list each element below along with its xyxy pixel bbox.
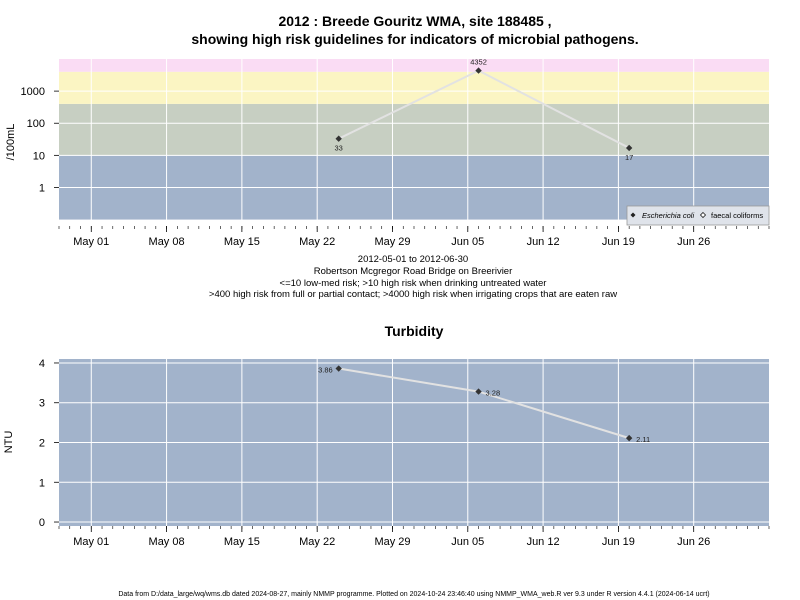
- bottom-y-tick-label-0: 0: [39, 517, 45, 529]
- top-x-tick-label-5: Jun 05: [451, 236, 484, 248]
- turbidity-data-label-1: 3.28: [486, 389, 501, 398]
- bottom-x-tick-label-1: May 08: [149, 536, 185, 548]
- bottom-x-tick-label-4: May 29: [374, 536, 410, 548]
- chart-title-line2: showing high risk guidelines for indicat…: [191, 31, 638, 47]
- turbidity-point-1: [475, 388, 482, 395]
- bottom-y-axis-label: NTU: [3, 431, 15, 454]
- ecoli-point-1: [475, 67, 482, 74]
- bottom-x-tick-label-5: Jun 05: [451, 536, 484, 548]
- turbidity-data-label-2: 2.11: [636, 435, 650, 444]
- top-grid: [59, 59, 769, 226]
- bottom-y-tick-label-3: 3: [39, 398, 45, 410]
- legend: Escherichia coli faecal coliforms: [626, 205, 770, 226]
- turbidity-point-2: [625, 434, 633, 442]
- ecoli-data-label-2: 17: [625, 153, 633, 162]
- bottom-y-tick-label-4: 4: [39, 358, 45, 370]
- bottom-axes: 0 1 2 3 4 May 01 May 08 May 15 May 22 May 29 Jun 0…: [39, 358, 770, 548]
- top-x-tick-label-4: May 29: [374, 236, 410, 248]
- top-y-tick-label-2: 100: [27, 118, 45, 130]
- chart-title-line1: 2012 : Breede Gouritz WMA, site 188485 ,: [278, 13, 551, 29]
- bottom-y-tick-label-1: 1: [39, 477, 45, 489]
- top-axes: 1 10 100 1000 May 01 May 08 May 15 May 22 May 29…: [21, 86, 770, 248]
- top-x-tick-label-6: Jun 12: [527, 236, 560, 248]
- top-x-tick-label-3: May 22: [299, 236, 335, 248]
- legend-marker-ecoli: [630, 212, 636, 218]
- legend-box: [626, 205, 770, 226]
- bottom-x-tick-label-7: Jun 19: [602, 536, 635, 548]
- bottom-grid: [59, 359, 769, 526]
- top-x-tick-label-2: May 15: [224, 236, 260, 248]
- risk-bands: [59, 59, 769, 220]
- ecoli-data-label-1: 4352: [470, 58, 487, 67]
- caption-date-range: 2012-05-01 to 2012-06-30: [358, 254, 468, 265]
- ecoli-point-2: [625, 144, 633, 152]
- risk-band-3: [59, 59, 769, 72]
- bottom-series: 3.86 3.28 2.11: [318, 365, 650, 444]
- turbidity-title: Turbidity: [385, 323, 444, 339]
- caption-risk-drinking: <=10 low-med risk; >10 high risk when dr…: [280, 278, 547, 289]
- ecoli-point-0: [335, 135, 342, 142]
- caption-site: Robertson Mcgregor Road Bridge on Breeri…: [314, 266, 513, 277]
- top-y-tick-label-3: 1000: [21, 86, 45, 98]
- bottom-x-tick-label-8: Jun 26: [677, 536, 710, 548]
- bottom-x-tick-label-3: May 22: [299, 536, 335, 548]
- top-y-tick-label-0: 1: [39, 182, 45, 194]
- bottom-x-tick-label-6: Jun 12: [527, 536, 560, 548]
- top-y-tick-label-1: 10: [33, 150, 45, 162]
- bottom-x-tick-label-2: May 15: [224, 536, 260, 548]
- top-series: 33 4352 17: [335, 58, 634, 162]
- top-x-tick-label-1: May 08: [149, 236, 185, 248]
- legend-marker-faecal: [699, 211, 707, 219]
- legend-item-ecoli: Escherichia coli: [642, 211, 694, 220]
- top-x-tick-label-7: Jun 19: [602, 236, 635, 248]
- bottom-x-tick-label-0: May 01: [73, 536, 109, 548]
- risk-band-2: [59, 71, 769, 104]
- footer-note: Data from D:/data_large/wq/wms.db dated …: [118, 591, 709, 598]
- risk-band-1: [59, 103, 769, 156]
- legend-item-faecal-coliforms: faecal coliforms: [711, 211, 763, 220]
- caption-risk-contact: >400 high risk from full or partial cont…: [209, 289, 617, 300]
- top-y-axis-label: /100mL: [5, 124, 17, 161]
- top-x-tick-label-8: Jun 26: [677, 236, 710, 248]
- top-x-tick-label-0: May 01: [73, 236, 109, 248]
- ecoli-data-label-0: 33: [335, 144, 343, 153]
- turbidity-point-0: [335, 365, 342, 372]
- bottom-y-tick-label-2: 2: [39, 438, 45, 450]
- turbidity-data-label-0: 3.86: [318, 366, 333, 375]
